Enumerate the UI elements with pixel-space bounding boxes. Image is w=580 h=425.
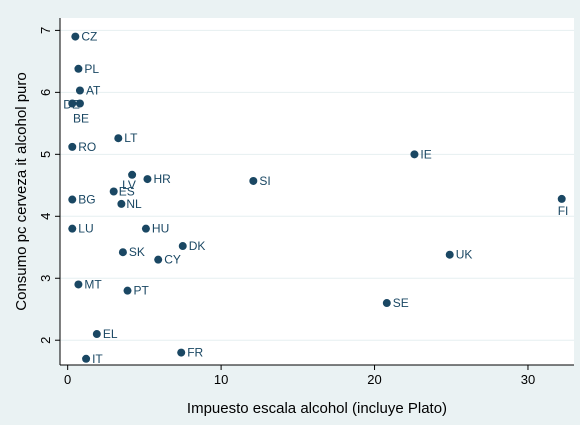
y-tick-label: 6 — [38, 89, 53, 96]
y-tick-label: 4 — [38, 213, 53, 220]
data-point-it — [82, 354, 91, 363]
point-label-dk: DK — [189, 239, 206, 253]
data-point-se — [382, 299, 391, 308]
data-point-at — [75, 86, 84, 95]
point-label-si: SI — [259, 174, 270, 188]
point-label-lt: LT — [124, 131, 138, 145]
data-point-el — [92, 330, 101, 339]
data-point-ro — [68, 142, 77, 151]
axes — [55, 18, 574, 370]
data-points — [68, 32, 566, 363]
x-tick-label: 30 — [521, 372, 535, 387]
point-label-pt: PT — [134, 284, 150, 298]
y-tick-label: 7 — [38, 27, 53, 34]
plot-area — [60, 18, 574, 365]
point-label-lu: LU — [78, 222, 93, 236]
data-point-de — [68, 99, 77, 108]
point-label-ro: RO — [78, 140, 96, 154]
point-label-ie: IE — [420, 147, 431, 161]
data-point-fi — [557, 194, 566, 203]
data-point-sk — [118, 248, 127, 257]
x-tick-label: 10 — [214, 372, 228, 387]
data-point-nl — [117, 199, 126, 208]
data-point-pl — [74, 64, 83, 73]
x-tick-label: 20 — [367, 372, 381, 387]
point-label-hu: HU — [152, 222, 169, 236]
x-axis-title: Impuesto escala alcohol (incluye Plato) — [187, 400, 447, 417]
point-label-uk: UK — [456, 248, 473, 262]
data-point-lv — [128, 170, 137, 179]
data-point-bg — [68, 195, 77, 204]
point-label-be: BE — [73, 112, 89, 126]
point-label-at: AT — [86, 83, 101, 97]
point-label-nl: NL — [126, 197, 142, 211]
y-axis-title: Consumo pc cerveza it alcohol puro — [13, 72, 30, 310]
data-point-ie — [410, 150, 419, 159]
point-label-cy: CY — [164, 253, 181, 267]
data-point-si — [249, 176, 258, 185]
point-label-se: SE — [393, 296, 409, 310]
point-label-hr: HR — [153, 172, 171, 186]
y-tick-label: 3 — [38, 275, 53, 282]
data-point-be — [75, 99, 84, 108]
data-point-hu — [141, 224, 150, 233]
data-point-hr — [143, 175, 152, 184]
point-label-pl: PL — [84, 62, 99, 76]
data-point-fr — [177, 348, 186, 357]
y-tick-label: 5 — [38, 151, 53, 158]
data-point-lt — [114, 134, 123, 143]
data-point-mt — [74, 280, 83, 289]
x-tick-label: 0 — [64, 372, 71, 387]
tick-labels: 2 3 4 5 6 7 0 10 20 30 — [38, 27, 535, 387]
point-label-fi: FI — [558, 204, 569, 218]
point-label-es: ES — [119, 185, 135, 199]
data-point-lu — [68, 224, 77, 233]
point-label-fr: FR — [187, 346, 203, 360]
point-label-sk: SK — [129, 245, 145, 259]
point-label-it: IT — [92, 352, 103, 366]
data-point-dk — [178, 242, 187, 251]
y-tick-label: 2 — [38, 337, 53, 344]
point-label-de: DE — [63, 98, 80, 112]
data-point-es — [109, 187, 118, 196]
point-label-mt: MT — [84, 277, 102, 291]
point-label-cz: CZ — [81, 30, 97, 44]
grid-lines — [60, 29, 574, 341]
point-label-bg: BG — [78, 193, 95, 207]
data-point-uk — [445, 250, 454, 259]
point-label-lv: LV — [122, 178, 136, 192]
data-point-cy — [154, 255, 163, 264]
data-point-cz — [71, 32, 80, 41]
data-point-pt — [123, 286, 132, 295]
point-label-el: EL — [103, 327, 118, 341]
